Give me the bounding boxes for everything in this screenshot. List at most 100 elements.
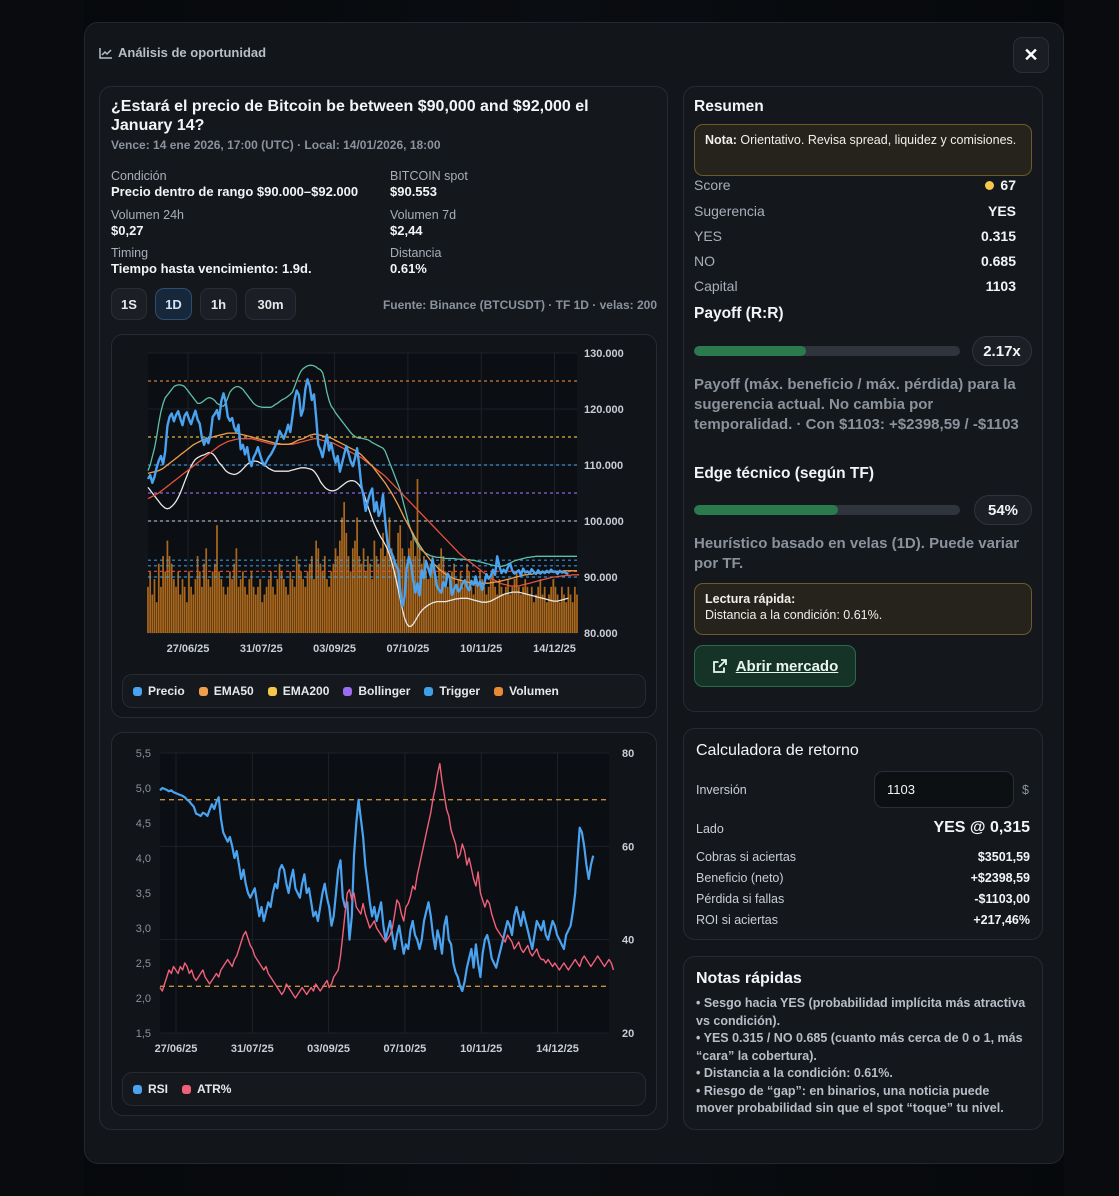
volume-bar [423, 556, 425, 633]
vol7-label: Volumen 7d [390, 208, 457, 222]
y-left-tick-label: 4,5 [136, 818, 151, 830]
chart-icon [99, 47, 112, 59]
indicator-chart-card: 5,5 5,0 4,5 4,0 3,5 3,0 2,5 2,0 1,5 80 60 40 20 27/06… [111, 732, 657, 1116]
volume-bar [384, 556, 386, 633]
volume-bar [554, 586, 557, 633]
legend-trigger[interactable]: Trigger [424, 684, 480, 698]
volume-bar [302, 579, 305, 633]
volume-bar [224, 594, 227, 633]
legend-precio[interactable]: Precio [133, 684, 185, 698]
legend-rsi[interactable]: RSI [133, 1082, 168, 1096]
volume-bar [209, 586, 212, 633]
legend-atr[interactable]: ATR% [182, 1082, 231, 1096]
calc-row-loss: Pérdida si fallas -$1103,00 [696, 892, 1030, 906]
yes-row: YES 0.315 [694, 228, 1016, 244]
volume-bar [173, 579, 175, 633]
tf-button-1d[interactable]: 1D [155, 288, 192, 320]
legend-rsi-swatch [133, 1084, 142, 1094]
volume-bar [181, 579, 184, 633]
volume-bar [282, 579, 285, 633]
volume-bar [188, 571, 190, 633]
volume-bar [160, 586, 162, 633]
volume-bar [461, 586, 464, 633]
investment-label: Inversión [696, 783, 747, 797]
volume-bar [196, 556, 199, 633]
volume-bar [561, 586, 563, 633]
edge-bar-fill [694, 505, 838, 515]
volume-bar [231, 579, 233, 633]
volume-bar [425, 571, 427, 633]
market-question: ¿Estará el precio de Bitcoin be between … [111, 98, 589, 134]
volume-bar [237, 586, 240, 633]
volume-bar [233, 563, 236, 633]
y-left-tick-label: 3,5 [136, 888, 151, 900]
volume-bar [343, 502, 346, 633]
legend-bollinger[interactable]: Bollinger [343, 684, 410, 698]
volume-bar [541, 594, 544, 633]
volume-bar [265, 586, 268, 633]
volume-bar [278, 563, 281, 633]
open-market-button[interactable]: Abrir mercado [694, 645, 856, 687]
volume-bar [414, 556, 417, 633]
timing-value: Tiempo hasta vencimiento: 1.9d. [111, 261, 312, 276]
volume-bar [155, 602, 158, 633]
indicator-legend: RSI ATR% [122, 1072, 646, 1106]
volume-bar [496, 594, 499, 633]
y-left-tick-label: 1,5 [136, 1028, 151, 1040]
legend-ema200[interactable]: EMA200 [267, 684, 329, 698]
legend-ema50[interactable]: EMA50 [198, 684, 254, 698]
volume-bar [494, 586, 496, 633]
volume-bar [313, 579, 315, 633]
legend-atr-label: ATR% [197, 1082, 232, 1096]
analysis-modal: Análisis de oportunidad ✕ ¿Estará el pre… [84, 22, 1064, 1164]
tf-button-1s[interactable]: 1S [111, 288, 147, 320]
volume-bar [332, 563, 335, 633]
volume-bar [573, 586, 576, 633]
volume-bar [179, 594, 182, 633]
tf-button-30m[interactable]: 30m [245, 288, 296, 320]
volume-bar [190, 586, 192, 633]
volume-bar [416, 479, 419, 633]
volume-bar [530, 586, 533, 633]
series-line-ema200 [147, 438, 580, 587]
volume-bar [218, 571, 220, 633]
volume-bar [270, 571, 272, 633]
volume-bar [371, 579, 374, 633]
currency-symbol: $ [1022, 783, 1029, 797]
investment-input[interactable] [874, 771, 1014, 808]
y-left-tick-label: 4,0 [136, 853, 151, 865]
indicator-chart[interactable]: 5,5 5,0 4,5 4,0 3,5 3,0 2,5 2,0 1,5 80 60 40 20 27/06… [112, 733, 658, 1063]
backdrop-sidebar [0, 0, 84, 1196]
volume-bar [274, 594, 277, 633]
volume-bar [267, 579, 270, 633]
volume-bar [420, 563, 423, 633]
volume-bar [151, 594, 154, 633]
volume-bar [289, 571, 292, 633]
suggestion-row: Sugerencia YES [694, 203, 1016, 219]
volume-bar [341, 517, 343, 633]
payoff-bar [694, 346, 960, 356]
backdrop-rightbar [1064, 0, 1119, 1196]
volume-bar [244, 586, 246, 633]
price-chart[interactable]: 130.000 120.000 110.000 100.000 90.000 80.000… [112, 335, 658, 665]
calc-row-payout: Cobras si aciertas $3501,59 [696, 850, 1030, 864]
legend-precio-label: Precio [148, 684, 185, 698]
volume-bar [448, 579, 451, 633]
volume-bar [259, 579, 261, 633]
payout-value: $3501,59 [977, 850, 1030, 864]
volume-bar [220, 579, 223, 633]
legend-volumen[interactable]: Volumen [494, 684, 559, 698]
volume-bar [166, 540, 169, 633]
close-button[interactable]: ✕ [1013, 37, 1049, 73]
volume-bar [263, 594, 266, 633]
volume-bar [347, 556, 350, 633]
vol24-label: Volumen 24h [111, 208, 184, 222]
volume-bar [369, 563, 371, 633]
tf-button-1h[interactable]: 1h [200, 288, 237, 320]
condition-label: Condición [111, 169, 167, 183]
volume-bar [211, 571, 214, 633]
volume-bar [295, 556, 298, 633]
note-item: • Distancia a la condición: 0.61%. [696, 1066, 893, 1080]
y-tick-label: 100.000 [584, 516, 624, 528]
volume-bar [213, 563, 216, 633]
